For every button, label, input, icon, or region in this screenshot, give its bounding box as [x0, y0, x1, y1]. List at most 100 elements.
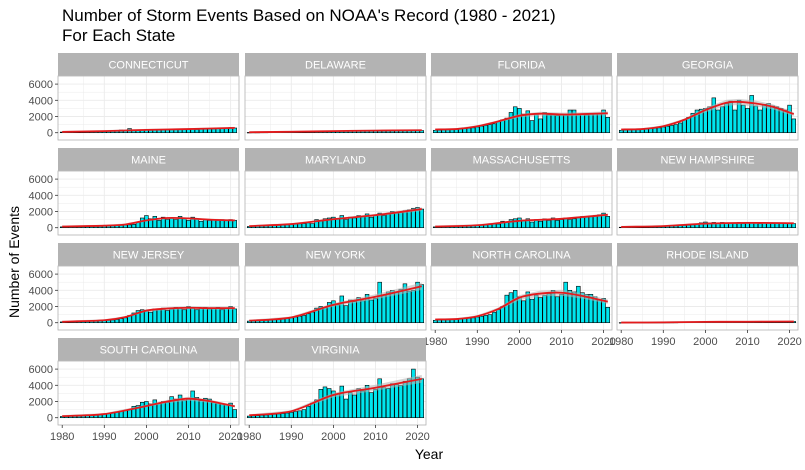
bar: [139, 217, 145, 229]
facet-strip: [58, 338, 239, 361]
x-tick-label: 2000: [507, 336, 531, 348]
bar: [165, 402, 170, 419]
facet-panel: FLORIDA: [430, 53, 613, 141]
bar: [144, 310, 149, 324]
bar: [232, 409, 237, 419]
bar: [682, 119, 687, 134]
bar: [487, 314, 493, 324]
bar: [483, 125, 488, 134]
bar: [711, 97, 717, 134]
facet-strip: [431, 148, 612, 171]
bar: [385, 213, 391, 229]
bar: [665, 125, 670, 134]
bar: [411, 290, 416, 324]
bar: [326, 302, 332, 324]
bar: [479, 125, 484, 134]
bar: [381, 387, 387, 419]
bar: [131, 224, 136, 229]
bar: [314, 219, 319, 229]
bar: [571, 218, 577, 229]
bar: [588, 113, 594, 134]
bar: [504, 294, 509, 324]
y-tick-label: 0: [47, 413, 53, 425]
bar: [305, 222, 311, 229]
bar: [512, 218, 518, 229]
bar: [343, 219, 349, 229]
facet-panel: RHODE ISLAND 1980 1990 2000 2010 2020: [609, 243, 802, 348]
bar: [605, 307, 610, 324]
bar: [500, 220, 505, 229]
facet-panel: GEORGIA: [616, 53, 799, 141]
bar: [215, 307, 221, 324]
x-tick-label: 2020: [218, 431, 242, 443]
bar: [203, 307, 208, 324]
bar: [276, 413, 281, 419]
bar: [385, 388, 391, 419]
bar: [732, 109, 738, 134]
x-tick-label: 1990: [465, 336, 489, 348]
bar: [529, 298, 535, 324]
facet-panel: NEW HAMPSHIRE: [616, 148, 799, 236]
bar: [673, 124, 679, 134]
bar: [339, 385, 345, 419]
y-tick-label: 4000: [29, 285, 53, 297]
bar: [419, 208, 424, 229]
bar: [360, 390, 366, 419]
facet-strip: [58, 243, 239, 266]
bar: [411, 368, 416, 419]
bar: [381, 215, 387, 229]
bar: [517, 217, 522, 229]
bar: [500, 306, 505, 324]
trend-confidence-band: [249, 374, 422, 417]
bar: [114, 319, 120, 324]
bar: [525, 291, 531, 324]
facet-strip: [245, 243, 426, 266]
bar: [411, 207, 416, 229]
facet-strip: [245, 338, 426, 361]
facet-strip-label: SOUTH CAROLINA: [100, 345, 198, 357]
bar: [219, 403, 225, 419]
bar: [301, 223, 307, 229]
bar: [377, 281, 382, 324]
x-tick-label: 2000: [693, 336, 717, 348]
bar: [352, 301, 357, 324]
bar: [512, 290, 518, 324]
bar: [791, 223, 796, 229]
bar: [757, 109, 763, 134]
trend-line: [435, 112, 608, 131]
bar: [619, 129, 624, 134]
bar: [318, 306, 323, 324]
bar: [169, 308, 174, 324]
bar: [669, 125, 674, 134]
bar: [331, 390, 336, 419]
panel-border: [430, 75, 613, 141]
bar: [182, 309, 187, 324]
bar: [415, 281, 420, 324]
bar: [508, 292, 514, 324]
bar: [605, 117, 610, 134]
bar: [496, 121, 501, 134]
bar: [360, 300, 366, 324]
bar: [466, 317, 472, 324]
bar: [135, 310, 141, 324]
bar: [525, 110, 531, 134]
bar: [433, 129, 438, 134]
trend-line: [62, 216, 235, 228]
bar: [652, 127, 658, 134]
facet-panel: VIRGINIA 1980 1990 2000 2010 2020: [237, 338, 430, 443]
bar: [555, 220, 560, 229]
bar: [715, 109, 721, 134]
facet-panel: MASSACHUSETTS: [430, 148, 613, 236]
bar: [310, 402, 315, 419]
bar: [293, 316, 298, 324]
facet-strip: [617, 148, 798, 171]
bar: [211, 402, 216, 419]
bar: [749, 95, 754, 134]
chart-title-line-1: Number of Storm Events Based on NOAA's R…: [62, 6, 556, 25]
facet-strip-label: NEW YORK: [306, 250, 366, 262]
bar: [335, 304, 340, 324]
panel-border: [244, 265, 427, 331]
bar: [559, 113, 564, 134]
bar: [529, 120, 535, 134]
bar: [576, 114, 581, 134]
